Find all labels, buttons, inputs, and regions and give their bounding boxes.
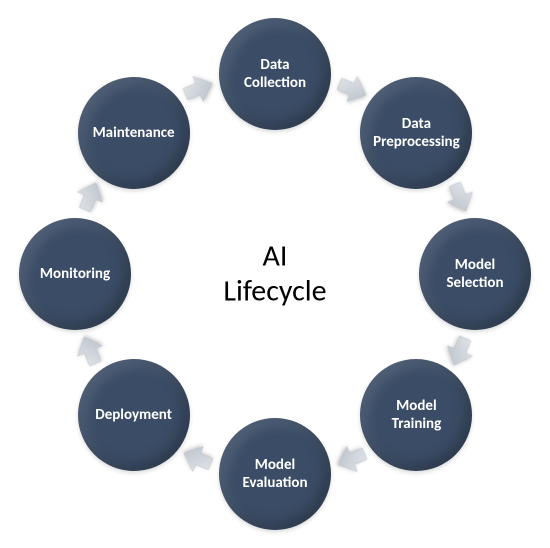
node-model-evaluation: Model Evaluation <box>219 418 331 530</box>
arrow <box>176 67 220 111</box>
node-label: Data Preprocessing <box>373 115 460 151</box>
node-label: Model Selection <box>446 256 503 292</box>
node-maintenance: Maintenance <box>78 77 190 189</box>
node-label: Maintenance <box>93 124 175 142</box>
arrow <box>438 175 482 219</box>
arrow <box>68 175 112 219</box>
arrow <box>176 437 220 481</box>
node-label: Model Training <box>392 397 442 433</box>
node-model-selection: Model Selection <box>419 218 531 330</box>
node-model-training: Model Training <box>360 359 472 471</box>
node-label: Data Collection <box>244 56 306 92</box>
node-deployment: Deployment <box>78 359 190 471</box>
node-label: Monitoring <box>40 265 110 283</box>
node-data-preprocessing: Data Preprocessing <box>360 77 472 189</box>
diagram-title: AI Lifecycle <box>223 240 326 309</box>
node-data-collection: Data Collection <box>219 18 331 130</box>
cycle-diagram: AI Lifecycle Data Collection Data Preproc… <box>0 0 550 548</box>
node-monitoring: Monitoring <box>19 218 131 330</box>
node-label: Model Evaluation <box>242 456 307 492</box>
node-label: Deployment <box>95 406 172 424</box>
